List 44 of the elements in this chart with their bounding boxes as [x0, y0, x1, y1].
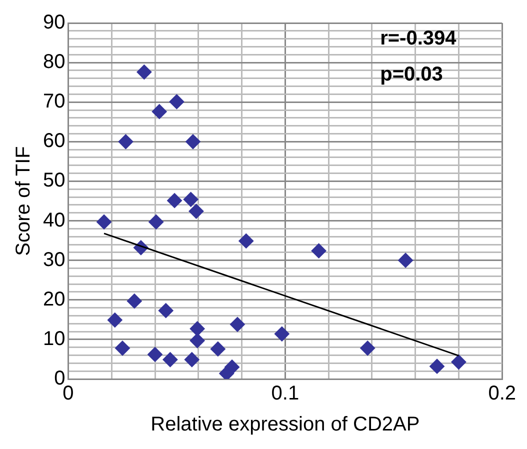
point [190, 333, 205, 348]
point [183, 192, 198, 207]
point [210, 341, 226, 356]
x-axis-title: Relative expression of CD2AP [150, 414, 420, 436]
point [152, 104, 167, 120]
point [96, 214, 112, 230]
point [107, 312, 122, 328]
y-tick-label: 70 [42, 90, 66, 113]
annotation: p=0.03 [380, 64, 443, 86]
y-tick-label: 80 [42, 51, 66, 74]
point [238, 233, 254, 248]
point [230, 316, 245, 332]
point [219, 366, 234, 379]
point [188, 204, 204, 219]
x-tick-label: 0.2 [488, 382, 516, 405]
point [311, 243, 326, 258]
y-tick-label: 40 [42, 209, 66, 232]
y-tick-label: 90 [42, 12, 66, 34]
point [136, 64, 152, 80]
y-tick-label: 50 [42, 170, 66, 192]
y-tick-label: 60 [42, 130, 66, 152]
point [114, 340, 130, 356]
y-axis-title: Score of TIF [12, 146, 35, 256]
point [430, 358, 445, 374]
point [190, 321, 205, 336]
x-tick-label: 0.1 [271, 382, 300, 405]
point [360, 340, 376, 356]
annotation: r=-0.394 [380, 28, 458, 50]
point [148, 214, 164, 230]
point [451, 354, 466, 370]
point [274, 326, 290, 342]
point [158, 303, 174, 318]
point [184, 352, 200, 368]
y-tick-label: 20 [42, 288, 66, 310]
point [167, 193, 182, 208]
point [118, 134, 134, 150]
point [185, 134, 200, 150]
y-tick-label: 10 [42, 328, 66, 350]
y-tick-label: 30 [42, 248, 66, 271]
point [162, 352, 178, 368]
point [148, 346, 163, 362]
point [126, 294, 142, 309]
point [398, 252, 414, 268]
point [169, 94, 184, 110]
